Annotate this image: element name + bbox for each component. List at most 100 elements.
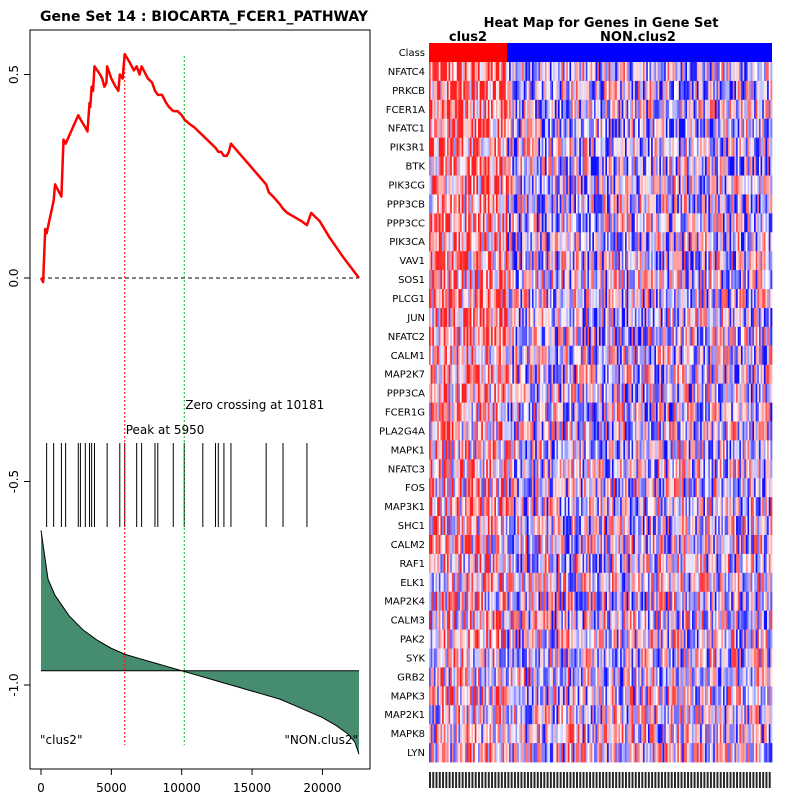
heatmap-cell bbox=[744, 345, 747, 366]
heatmap-cell bbox=[631, 421, 634, 441]
heatmap-cell bbox=[464, 326, 467, 347]
heatmap-cell bbox=[443, 364, 446, 384]
heatmap-cell bbox=[515, 497, 518, 517]
heatmap-cell bbox=[713, 175, 716, 195]
heatmap-cell bbox=[628, 175, 631, 195]
heatmap-cell bbox=[512, 270, 515, 290]
heatmap-cell bbox=[736, 326, 739, 347]
heatmap-cell bbox=[572, 213, 575, 233]
heatmap-cell bbox=[688, 137, 691, 157]
heatmap-cell bbox=[494, 213, 497, 233]
heatmap-cell bbox=[598, 270, 601, 290]
heatmap-cell bbox=[540, 478, 543, 498]
heatmap-cell bbox=[739, 99, 742, 120]
heatmap-cell bbox=[678, 307, 681, 328]
heatmap-cell bbox=[696, 156, 699, 176]
heatmap-cell bbox=[495, 99, 498, 120]
heatmap-cell bbox=[595, 478, 598, 498]
heatmap-cell bbox=[510, 62, 513, 82]
heatmap-cell bbox=[561, 194, 564, 214]
heatmap-cell bbox=[625, 251, 627, 271]
heatmap-cell bbox=[543, 80, 546, 101]
heatmap-cell bbox=[579, 118, 582, 139]
heatmap-cell bbox=[700, 175, 703, 195]
heatmap-cell bbox=[747, 289, 750, 309]
heatmap-cell bbox=[639, 440, 642, 460]
heatmap-cell bbox=[611, 232, 614, 252]
heatmap-cell bbox=[763, 80, 766, 101]
heatmap-cell bbox=[651, 251, 654, 271]
heatmap-cell bbox=[502, 251, 505, 271]
heatmap-cell bbox=[616, 364, 619, 384]
heatmap-cell bbox=[543, 326, 546, 347]
heatmap-cell bbox=[714, 289, 717, 309]
heatmap-cell bbox=[680, 383, 683, 403]
heatmap-cell bbox=[687, 270, 690, 290]
heatmap-cell bbox=[740, 118, 743, 139]
heatmap-cell bbox=[641, 62, 644, 82]
heatmap-cell bbox=[721, 213, 724, 233]
heatmap-cell bbox=[754, 137, 757, 157]
heatmap-cell bbox=[600, 213, 603, 233]
heatmap-cell bbox=[533, 80, 536, 101]
heatmap-cell bbox=[510, 459, 513, 479]
heatmap-cell bbox=[435, 232, 438, 252]
heatmap-cell bbox=[466, 402, 469, 422]
heatmap-cell bbox=[461, 270, 464, 290]
heatmap-cell bbox=[742, 156, 745, 176]
heatmap-cell bbox=[649, 175, 652, 195]
heatmap-cell bbox=[481, 307, 484, 328]
heatmap-cell bbox=[522, 440, 525, 460]
heatmap-cell bbox=[531, 270, 534, 290]
heatmap-cell bbox=[737, 194, 740, 214]
heatmap-cell bbox=[649, 251, 652, 271]
heatmap-cell bbox=[549, 99, 552, 120]
heatmap-cell bbox=[464, 289, 467, 309]
heatmap-cell bbox=[646, 270, 649, 290]
heatmap-cell bbox=[482, 289, 485, 309]
heatmap-cell bbox=[497, 232, 500, 252]
heatmap-cell bbox=[476, 80, 479, 101]
heatmap-cell bbox=[507, 307, 510, 328]
heatmap-cell bbox=[731, 421, 734, 441]
heatmap-cell bbox=[482, 194, 485, 214]
heatmap-cell bbox=[510, 232, 513, 252]
heatmap-cell bbox=[608, 232, 611, 252]
heatmap-cell bbox=[582, 421, 585, 441]
heatmap-cell bbox=[757, 251, 760, 271]
heatmap-cell bbox=[705, 175, 708, 195]
heatmap-cell bbox=[478, 175, 480, 195]
heatmap-cell bbox=[504, 62, 507, 82]
heatmap-cell bbox=[669, 289, 672, 309]
heatmap-cell bbox=[727, 459, 730, 479]
x-tick-label: 10000 bbox=[163, 781, 201, 795]
heatmap-cell bbox=[495, 251, 498, 271]
heatmap-cell bbox=[574, 383, 577, 403]
heatmap-cell bbox=[538, 345, 541, 366]
heatmap-cell bbox=[476, 459, 479, 479]
heatmap-cell bbox=[482, 118, 485, 139]
heatmap-cell bbox=[525, 194, 528, 214]
heatmap-cell bbox=[567, 194, 570, 214]
heatmap-cell bbox=[623, 175, 626, 195]
heatmap-cell bbox=[548, 175, 551, 195]
heatmap-cell bbox=[656, 289, 659, 309]
heatmap-cell bbox=[656, 270, 659, 290]
heatmap-cell bbox=[553, 213, 556, 233]
heatmap-cell bbox=[567, 99, 570, 120]
heatmap-cell bbox=[540, 307, 543, 328]
heatmap-cell bbox=[675, 270, 678, 290]
heatmap-cell bbox=[585, 289, 588, 309]
heatmap-cell bbox=[729, 175, 732, 195]
heatmap-cell bbox=[572, 478, 575, 498]
heatmap-cell bbox=[528, 497, 531, 517]
heatmap-cell bbox=[432, 459, 435, 479]
heatmap-cell bbox=[602, 232, 605, 252]
heatmap-cell bbox=[734, 307, 737, 328]
heatmap-cell bbox=[651, 421, 654, 441]
heatmap-cell bbox=[744, 402, 747, 422]
heatmap-cell bbox=[736, 99, 739, 120]
heatmap-cell bbox=[662, 156, 665, 176]
heatmap-cell bbox=[437, 345, 440, 366]
heatmap-cell bbox=[543, 99, 546, 120]
